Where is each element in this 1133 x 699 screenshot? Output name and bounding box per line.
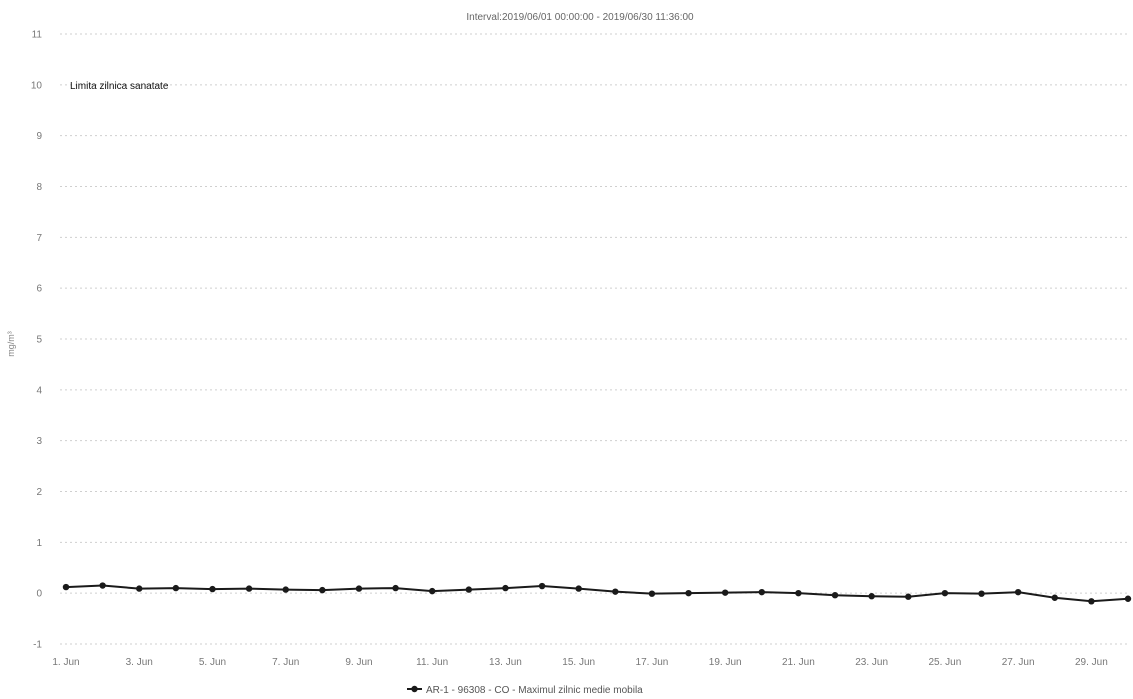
x-tick-label: 29. Jun (1075, 657, 1108, 668)
grid (60, 33, 1128, 645)
data-point[interactable] (978, 590, 985, 597)
y-tick-label: 1 (36, 538, 42, 549)
data-point[interactable] (612, 588, 619, 595)
data-point[interactable] (1124, 595, 1132, 602)
data-point[interactable] (172, 584, 180, 592)
data-point[interactable] (209, 585, 216, 593)
y-tick-label: 11 (32, 30, 43, 41)
y-axis-label: mg/m³ (6, 331, 16, 357)
data-point[interactable] (1051, 594, 1058, 601)
chart-subtitle: Interval:2019/06/01 00:00:00 - 2019/06/3… (466, 12, 694, 23)
data-point[interactable] (136, 585, 143, 592)
data-point[interactable] (429, 587, 436, 595)
y-tick-label: 5 (36, 335, 42, 346)
y-tick-label: 0 (36, 589, 42, 600)
x-tick-label: 17. Jun (636, 657, 669, 668)
series-layer (62, 582, 1132, 605)
data-point[interactable] (282, 586, 289, 593)
data-point[interactable] (831, 592, 839, 599)
y-tick-label: 6 (36, 284, 42, 295)
data-point[interactable] (1088, 598, 1095, 605)
x-tick-label: 23. Jun (855, 657, 888, 668)
data-point[interactable] (502, 584, 509, 592)
data-point[interactable] (758, 588, 765, 596)
data-point[interactable] (245, 585, 253, 592)
x-tick-label: 19. Jun (709, 657, 742, 668)
data-point[interactable] (685, 589, 692, 597)
y-tick-label: 10 (31, 80, 43, 91)
data-point[interactable] (392, 584, 399, 592)
x-tick-label: 13. Jun (489, 657, 522, 668)
data-point[interactable] (941, 589, 949, 597)
x-tick-label: 5. Jun (199, 657, 226, 668)
data-point[interactable] (1014, 588, 1022, 596)
y-tick-label: 8 (36, 182, 42, 193)
data-point[interactable] (721, 589, 729, 596)
data-point[interactable] (319, 586, 326, 594)
y-axis-ticks: -1 0 1 2 3 4 5 6 7 8 9 10 11 (31, 30, 43, 651)
data-point[interactable] (648, 590, 656, 597)
x-tick-label: 25. Jun (928, 657, 961, 668)
y-tick-label: 2 (36, 487, 42, 498)
data-point[interactable] (465, 586, 473, 593)
data-point[interactable] (905, 593, 912, 600)
x-tick-label: 21. Jun (782, 657, 815, 668)
data-point[interactable] (99, 582, 106, 589)
health-limit-label: Limita zilnica sanatate (70, 81, 169, 92)
data-point[interactable] (355, 585, 363, 592)
x-tick-label: 27. Jun (1002, 657, 1035, 668)
x-tick-label: 15. Jun (562, 657, 595, 668)
data-point[interactable] (575, 585, 582, 592)
legend-point-marker (411, 685, 418, 693)
y-tick-label: 4 (36, 385, 42, 396)
x-tick-label: 9. Jun (345, 657, 372, 668)
x-tick-label: 1. Jun (52, 657, 79, 668)
x-tick-label: 3. Jun (126, 657, 153, 668)
legend[interactable]: AR-1 - 96308 - CO - Maximul zilnic medie… (407, 685, 643, 696)
data-point[interactable] (795, 589, 802, 597)
y-tick-label: -1 (33, 640, 42, 651)
x-tick-label: 11. Jun (416, 657, 448, 668)
x-tick-label: 7. Jun (272, 657, 299, 668)
y-tick-label: 9 (36, 131, 42, 142)
data-point[interactable] (868, 593, 875, 600)
data-point[interactable] (62, 583, 70, 591)
y-tick-label: 7 (36, 233, 42, 244)
legend-series-label: AR-1 - 96308 - CO - Maximul zilnic medie… (426, 685, 643, 696)
series-line (65, 584, 1129, 603)
data-point[interactable] (538, 582, 546, 590)
y-tick-label: 3 (36, 436, 42, 447)
x-axis-ticks: 1. Jun 3. Jun 5. Jun 7. Jun 9. Jun 11. Jun 13.… (52, 657, 1107, 668)
